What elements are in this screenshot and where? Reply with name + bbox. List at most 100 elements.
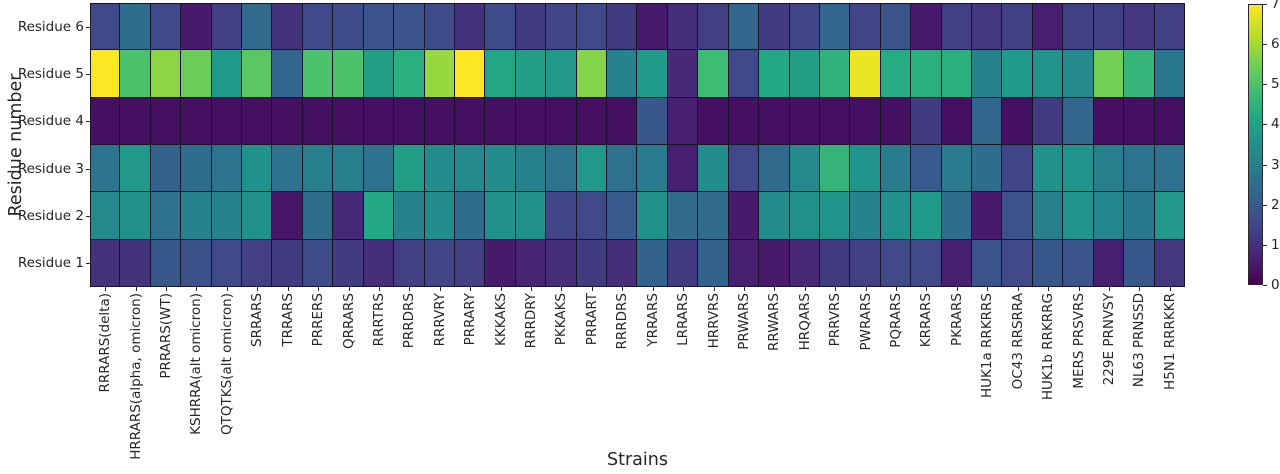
- heatmap-cell: [759, 144, 790, 193]
- heatmap-cell: [1002, 239, 1033, 287]
- x-tick-mark: [1017, 287, 1019, 291]
- heatmap-cell: [576, 239, 608, 287]
- heatmap-cell: [150, 97, 182, 145]
- heatmap-cell: [485, 192, 516, 240]
- x-tick-mark: [166, 287, 168, 291]
- heatmap-cell: [272, 192, 303, 240]
- heatmap-cell: [546, 50, 577, 98]
- x-tick-mark: [683, 287, 685, 291]
- heatmap-cell: [850, 3, 881, 51]
- heatmap-cell: [333, 192, 364, 240]
- heatmap-cell: [759, 50, 790, 98]
- heatmap-cell: [394, 144, 425, 193]
- heatmap-cell: [120, 97, 151, 145]
- heatmap-cell: [728, 192, 760, 240]
- x-tick-label: KRRARS: [918, 293, 935, 348]
- heatmap-cell: [515, 144, 547, 193]
- heatmap-cell: [1124, 3, 1155, 51]
- heatmap-cell: [181, 50, 212, 98]
- heatmap-cell: [880, 3, 912, 51]
- x-tick-label: PRRDRS: [401, 293, 418, 349]
- heatmap-cell: [546, 192, 577, 240]
- heatmap-cell: [576, 192, 608, 240]
- heatmap-cell: [1032, 97, 1064, 145]
- heatmap-cell: [242, 97, 273, 145]
- heatmap-cell: [120, 192, 151, 240]
- heatmap-cell: [850, 239, 881, 287]
- x-tick-mark: [865, 287, 867, 291]
- x-tick-mark: [743, 287, 745, 291]
- y-tick-mark: [86, 74, 90, 75]
- heatmap-cell: [394, 50, 425, 98]
- heatmap-cell: [1154, 97, 1185, 145]
- heatmap-cell: [941, 97, 973, 145]
- x-tick-mark: [348, 287, 350, 291]
- heatmap-cell: [789, 239, 820, 287]
- heatmap-cell: [302, 50, 334, 98]
- heatmap-cell: [607, 239, 638, 287]
- x-tick-label: MERS PRSVRS: [1070, 293, 1087, 389]
- heatmap-cell: [424, 3, 455, 51]
- heatmap-cell: [1093, 97, 1125, 145]
- heatmap-cell: [515, 239, 547, 287]
- heatmap-cell: [90, 144, 121, 193]
- heatmap-cell: [546, 239, 577, 287]
- x-tick-mark: [409, 287, 411, 291]
- heatmap-cell: [181, 144, 212, 193]
- heatmap-cell: [515, 97, 547, 145]
- heatmap-cell: [242, 192, 273, 240]
- heatmap-cell: [211, 239, 243, 287]
- x-tick-label: RRRVRY: [431, 293, 448, 347]
- heatmap-cell: [363, 239, 395, 287]
- x-tick-label: PRRARY: [462, 293, 479, 346]
- heatmap-cell: [941, 192, 973, 240]
- x-tick-label: PQRARS: [888, 293, 905, 348]
- colorbar-tick-mark: [1263, 244, 1267, 246]
- heatmap-cell: [363, 144, 395, 193]
- x-tick-mark: [561, 287, 563, 291]
- heatmap-cell: [333, 97, 364, 145]
- colorbar-tick-mark: [1263, 285, 1267, 286]
- x-tick-mark: [135, 287, 137, 291]
- heatmap-cell: [454, 50, 486, 98]
- heatmap-cell: [485, 239, 516, 287]
- x-tick-label: TRRARS: [279, 293, 296, 347]
- heatmap-cell: [728, 97, 760, 145]
- heatmap-cell: [120, 3, 151, 51]
- heatmap-cell: [181, 3, 212, 51]
- heatmap-cell: [90, 192, 121, 240]
- x-tick-mark: [1108, 287, 1110, 291]
- x-tick-mark: [226, 287, 228, 291]
- x-tick-label: QTQTKS(alt omicron): [218, 293, 235, 435]
- heatmap-cell: [576, 97, 608, 145]
- heatmap-cell: [120, 50, 151, 98]
- heatmap-cell: [819, 239, 851, 287]
- x-tick-mark: [287, 287, 289, 291]
- heatmap-cell: [150, 144, 182, 193]
- x-tick-mark: [196, 287, 198, 291]
- heatmap-cell: [637, 3, 668, 51]
- heatmap-cell: [120, 239, 151, 287]
- heatmap-cell: [1063, 239, 1094, 287]
- heatmap-cell: [1154, 239, 1185, 287]
- x-tick-label: PRRART: [583, 293, 600, 346]
- heatmap-cell: [90, 50, 121, 98]
- heatmap-cell: [850, 144, 881, 193]
- heatmap-cell: [181, 192, 212, 240]
- heatmap-cell: [1093, 50, 1125, 98]
- x-tick-label: PRRVRS: [827, 293, 844, 347]
- x-tick-label: OC43 RRSRRA: [1009, 293, 1026, 390]
- heatmap-cell: [759, 239, 790, 287]
- heatmap-cell: [637, 50, 668, 98]
- heatmap-cell: [880, 50, 912, 98]
- x-tick-label: RRWARS: [766, 293, 783, 352]
- x-tick-label: RRRDRY: [523, 293, 540, 349]
- heatmap-cell: [1063, 50, 1094, 98]
- heatmap-cell: [972, 144, 1003, 193]
- heatmap-cell: [819, 97, 851, 145]
- heatmap-cell: [150, 192, 182, 240]
- heatmap-cell: [1032, 144, 1064, 193]
- heatmap-cell: [637, 192, 668, 240]
- heatmap-cell: [850, 97, 881, 145]
- heatmap-cell: [363, 50, 395, 98]
